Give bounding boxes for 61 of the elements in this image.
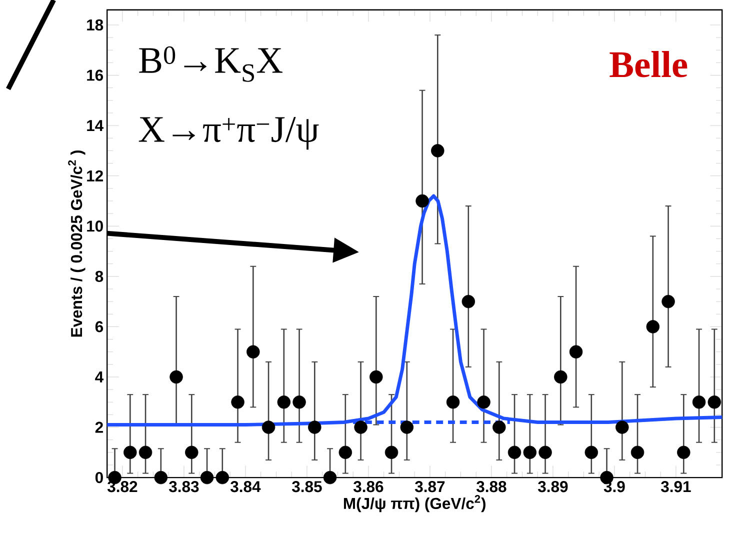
y-tick-label: 16 bbox=[87, 70, 104, 81]
y-tick-label: 6 bbox=[95, 321, 104, 332]
point bbox=[262, 420, 276, 434]
y-tick-label: 4 bbox=[95, 372, 104, 382]
point bbox=[400, 420, 414, 434]
point bbox=[569, 345, 583, 359]
x-tick-label: 3.87 bbox=[414, 481, 445, 492]
point bbox=[231, 396, 244, 409]
x-tick-label: 3.84 bbox=[230, 481, 261, 492]
point bbox=[170, 370, 183, 384]
point bbox=[662, 294, 675, 308]
point bbox=[323, 470, 337, 484]
point bbox=[692, 396, 706, 409]
point bbox=[708, 396, 722, 409]
x-tick-label: 3.85 bbox=[292, 481, 322, 492]
y-axis-title: Events / ( 0.0025 GeV/c$^{2}$ ) bbox=[68, 150, 86, 337]
point bbox=[416, 194, 429, 208]
point bbox=[630, 446, 644, 460]
point bbox=[185, 446, 198, 460]
point bbox=[492, 420, 506, 434]
point bbox=[616, 420, 629, 434]
x-tick-label: 3.83 bbox=[168, 481, 199, 492]
y-tick-label: 8 bbox=[95, 270, 104, 282]
point bbox=[338, 446, 352, 460]
point bbox=[124, 446, 137, 460]
annotation: Belle bbox=[610, 51, 688, 78]
y-tick-label: 14 bbox=[87, 120, 104, 132]
point bbox=[154, 470, 168, 484]
point bbox=[554, 370, 568, 384]
point bbox=[370, 370, 383, 384]
x-tick-label: 3.88 bbox=[476, 481, 506, 492]
point bbox=[277, 396, 291, 409]
point bbox=[354, 420, 368, 434]
y-tick-label: 2 bbox=[95, 422, 103, 433]
y-tick-label: 12 bbox=[87, 170, 103, 182]
point bbox=[477, 396, 490, 409]
point bbox=[292, 396, 306, 409]
y-tick-label: 0 bbox=[95, 472, 103, 484]
point bbox=[308, 420, 322, 434]
point bbox=[508, 446, 522, 460]
point bbox=[446, 396, 460, 409]
point bbox=[584, 446, 598, 460]
point bbox=[538, 446, 552, 460]
point bbox=[138, 446, 152, 460]
point bbox=[677, 446, 690, 460]
x-tick-label: 3.89 bbox=[538, 481, 568, 492]
point bbox=[384, 446, 398, 460]
y-tick-label: 18 bbox=[87, 19, 104, 31]
point bbox=[246, 345, 260, 359]
point bbox=[462, 294, 476, 308]
point bbox=[523, 446, 537, 460]
x-axis-title: M(J/ψ ππ) (GeV/c$^{2}$) bbox=[344, 495, 486, 512]
point bbox=[431, 144, 444, 158]
point bbox=[646, 320, 660, 334]
x-tick-label: 3.91 bbox=[660, 481, 691, 492]
point bbox=[200, 470, 214, 484]
x-tick-label: 3.86 bbox=[353, 481, 384, 492]
annotation: X→π$^{+}$π$^{−}$J/ψ bbox=[138, 117, 319, 150]
point bbox=[216, 470, 230, 484]
y-tick-label: 10 bbox=[87, 220, 103, 232]
annotation: B$^{0}$→K$_{S}$X bbox=[139, 46, 282, 82]
